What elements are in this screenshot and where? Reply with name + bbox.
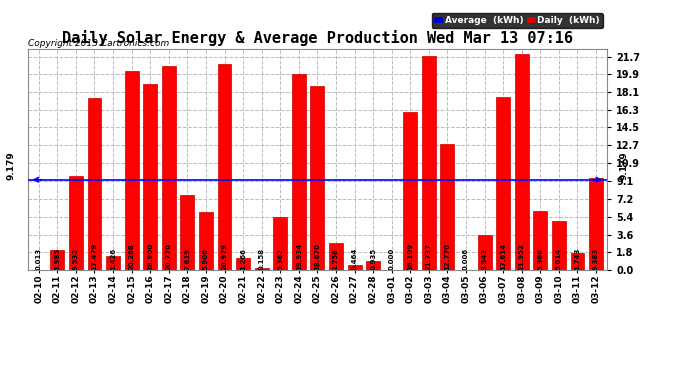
Text: 1.266: 1.266: [240, 248, 246, 270]
Text: 20.979: 20.979: [221, 243, 228, 270]
Bar: [440, 144, 455, 270]
Text: 9.383: 9.383: [593, 247, 599, 270]
Text: 17.614: 17.614: [500, 242, 506, 270]
Bar: [236, 258, 250, 270]
Text: 9.179: 9.179: [620, 151, 629, 180]
Text: 21.737: 21.737: [426, 243, 432, 270]
Text: 3.542: 3.542: [482, 248, 488, 270]
Bar: [273, 217, 287, 270]
Bar: [348, 266, 362, 270]
Bar: [404, 112, 417, 270]
Bar: [106, 256, 120, 270]
Text: 18.900: 18.900: [147, 242, 153, 270]
Text: 18.670: 18.670: [315, 243, 320, 270]
Text: 0.000: 0.000: [388, 247, 395, 270]
Bar: [571, 253, 584, 270]
Text: 20.268: 20.268: [128, 243, 135, 270]
Bar: [88, 98, 101, 270]
Text: Copyright 2013 Cartronics.com: Copyright 2013 Cartronics.com: [28, 39, 169, 48]
Text: 1.985: 1.985: [55, 248, 60, 270]
Bar: [533, 211, 547, 270]
Bar: [329, 243, 343, 270]
Text: 1.743: 1.743: [575, 247, 580, 270]
Text: 9.532: 9.532: [73, 248, 79, 270]
Bar: [515, 54, 529, 270]
Bar: [310, 86, 324, 270]
Bar: [217, 64, 231, 270]
Bar: [180, 195, 195, 270]
Text: 7.619: 7.619: [184, 248, 190, 270]
Title: Daily Solar Energy & Average Production Wed Mar 13 07:16: Daily Solar Energy & Average Production …: [62, 30, 573, 46]
Text: 1.426: 1.426: [110, 248, 116, 270]
Text: 5.966: 5.966: [538, 248, 543, 270]
Text: 16.109: 16.109: [407, 243, 413, 270]
Text: 20.770: 20.770: [166, 243, 172, 270]
Bar: [366, 261, 380, 270]
Text: 21.952: 21.952: [519, 243, 525, 270]
Text: 17.479: 17.479: [92, 242, 97, 270]
Bar: [552, 221, 566, 270]
Bar: [477, 235, 491, 270]
Text: 0.935: 0.935: [370, 248, 376, 270]
Legend: Average  (kWh), Daily  (kWh): Average (kWh), Daily (kWh): [432, 13, 602, 28]
Bar: [589, 178, 603, 270]
Text: 0.006: 0.006: [463, 248, 469, 270]
Text: 5.014: 5.014: [556, 247, 562, 270]
Text: 0.158: 0.158: [259, 248, 265, 270]
Text: 5.362: 5.362: [277, 248, 284, 270]
Text: 12.770: 12.770: [444, 243, 451, 270]
Text: 19.934: 19.934: [296, 242, 302, 270]
Bar: [69, 176, 83, 270]
Bar: [50, 251, 64, 270]
Text: 0.013: 0.013: [36, 247, 42, 270]
Text: 0.464: 0.464: [351, 247, 357, 270]
Bar: [422, 56, 436, 270]
Bar: [199, 212, 213, 270]
Text: 9.179: 9.179: [6, 151, 15, 180]
Bar: [496, 97, 510, 270]
Bar: [144, 84, 157, 270]
Bar: [162, 66, 176, 270]
Bar: [125, 71, 139, 270]
Bar: [292, 74, 306, 270]
Bar: [255, 268, 268, 270]
Text: 5.906: 5.906: [203, 248, 209, 270]
Text: 2.758: 2.758: [333, 248, 339, 270]
